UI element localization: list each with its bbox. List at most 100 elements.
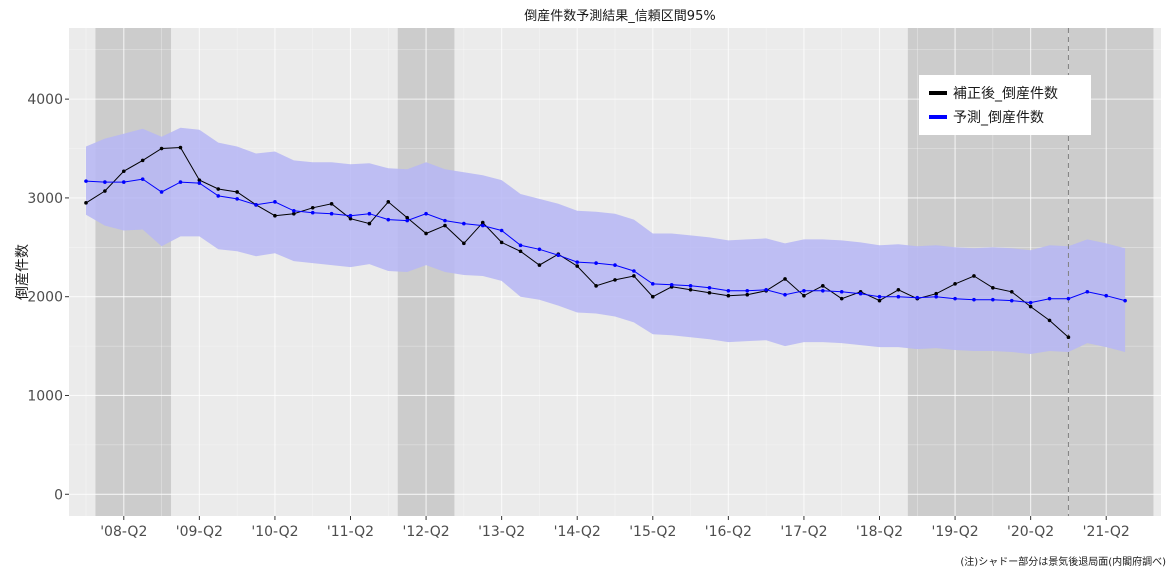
data-point-s1-29 — [632, 269, 636, 273]
legend-label-corrected: 補正後_倒産件数 — [953, 86, 1058, 102]
data-point-s0-6 — [197, 178, 202, 182]
data-point-s1-8 — [235, 197, 239, 201]
data-point-s1-23 — [518, 243, 523, 248]
x-tick-label-1: '09-Q2 — [176, 524, 223, 540]
data-point-s0-16 — [386, 200, 391, 204]
series-points — [84, 145, 1127, 339]
data-point-s0-43 — [896, 287, 901, 292]
data-point-s0-28 — [613, 278, 617, 282]
x-tick-label-2: '10-Q2 — [251, 524, 298, 540]
data-point-s0-50 — [1028, 304, 1033, 309]
data-point-s1-42 — [877, 294, 882, 299]
y-axis-label: 倒産件数 — [15, 244, 31, 300]
data-point-s0-51 — [1047, 318, 1052, 323]
x-tick-label-11: '19-Q2 — [931, 524, 978, 540]
data-point-s1-55 — [1123, 298, 1127, 303]
data-point-s0-4 — [159, 146, 164, 151]
x-tick-label-5: '13-Q2 — [478, 524, 525, 540]
data-point-s0-2 — [121, 169, 126, 174]
x-tick-label-10: '18-Q2 — [856, 524, 903, 540]
data-point-s0-40 — [839, 296, 844, 301]
data-point-s1-28 — [613, 263, 617, 267]
y-tick-label-2: 2000 — [27, 290, 63, 306]
data-point-s1-39 — [821, 288, 825, 293]
data-point-s0-17 — [405, 215, 409, 220]
data-point-s1-27 — [594, 261, 598, 265]
data-point-s0-42 — [877, 298, 882, 303]
data-point-s0-32 — [688, 287, 693, 292]
data-point-s0-10 — [273, 213, 277, 218]
data-point-s0-21 — [480, 220, 485, 225]
data-point-s0-24 — [537, 263, 542, 267]
data-point-s1-19 — [443, 218, 447, 223]
data-point-s1-13 — [329, 211, 334, 216]
data-point-s0-49 — [1009, 289, 1014, 294]
data-point-s1-10 — [273, 200, 277, 204]
data-point-s0-39 — [821, 284, 825, 288]
data-point-s1-38 — [802, 288, 806, 293]
data-point-s0-19 — [443, 223, 447, 228]
data-point-s1-36 — [764, 287, 768, 292]
footnote: (注)シャドー部分は景気後退局面(内閣府調べ) — [960, 555, 1166, 568]
data-point-s0-0 — [84, 201, 88, 205]
data-point-s0-52 — [1066, 335, 1071, 339]
data-point-s1-44 — [915, 295, 920, 300]
data-point-s0-48 — [991, 286, 995, 290]
data-point-s0-29 — [632, 274, 636, 278]
data-point-s1-53 — [1085, 289, 1090, 294]
data-point-s0-38 — [802, 293, 806, 298]
data-point-s0-20 — [462, 241, 466, 246]
data-point-s1-47 — [972, 297, 976, 302]
data-point-s1-34 — [726, 288, 731, 293]
series-line-1 — [85, 178, 1126, 304]
data-point-s0-1 — [103, 189, 107, 193]
legend: 補正後_倒産件数 予測_倒産件数 — [919, 75, 1091, 135]
data-point-s1-2 — [121, 180, 126, 184]
y-tick-label-3: 3000 — [27, 191, 63, 207]
data-point-s1-45 — [934, 294, 938, 299]
data-point-s0-45 — [934, 291, 938, 296]
data-point-s1-24 — [537, 247, 542, 252]
data-point-s1-0 — [84, 179, 88, 183]
data-point-s0-46 — [953, 282, 957, 286]
data-point-s1-14 — [348, 213, 353, 218]
data-point-s1-40 — [839, 289, 844, 294]
data-point-s0-5 — [178, 145, 183, 150]
data-point-s0-30 — [650, 294, 655, 299]
data-point-s1-18 — [424, 211, 428, 216]
data-point-s1-37 — [783, 292, 787, 297]
data-point-s0-37 — [783, 277, 787, 281]
x-tick-label-9: '17-Q2 — [780, 524, 827, 540]
data-point-s1-9 — [254, 203, 258, 207]
data-point-s1-22 — [499, 228, 504, 233]
y-tick-label-0: 0 — [54, 487, 63, 503]
data-point-s1-31 — [669, 283, 674, 287]
legend-background — [919, 75, 1091, 135]
data-point-s1-15 — [367, 211, 372, 216]
data-point-s1-16 — [386, 217, 391, 222]
data-point-s1-7 — [216, 194, 221, 198]
legend-label-forecast: 予測_倒産件数 — [953, 110, 1044, 126]
data-point-s1-52 — [1066, 296, 1071, 301]
x-tick-label-12: '20-Q2 — [1007, 524, 1054, 540]
data-point-s1-30 — [650, 282, 655, 286]
y-tick-label-4: 4000 — [27, 92, 63, 108]
data-point-s1-41 — [858, 291, 863, 296]
data-point-s1-48 — [991, 297, 995, 302]
data-point-s0-3 — [140, 158, 145, 163]
data-point-s1-12 — [310, 210, 315, 215]
data-point-s0-35 — [745, 292, 750, 297]
data-point-s1-4 — [159, 190, 164, 194]
data-point-s0-14 — [348, 216, 353, 221]
x-tick-label-6: '14-Q2 — [554, 524, 601, 540]
data-point-s0-22 — [499, 240, 504, 245]
data-point-s1-21 — [480, 223, 485, 228]
data-point-s0-12 — [310, 205, 315, 210]
data-point-s0-11 — [292, 211, 296, 216]
data-point-s1-32 — [688, 284, 693, 288]
recession-shade-0 — [95, 28, 172, 516]
x-tick-label-0: '08-Q2 — [100, 524, 147, 540]
data-point-s1-3 — [140, 177, 145, 181]
data-point-s1-46 — [953, 296, 957, 301]
chart-title: 倒産件数予測結果_信頼区間95% — [524, 8, 715, 24]
